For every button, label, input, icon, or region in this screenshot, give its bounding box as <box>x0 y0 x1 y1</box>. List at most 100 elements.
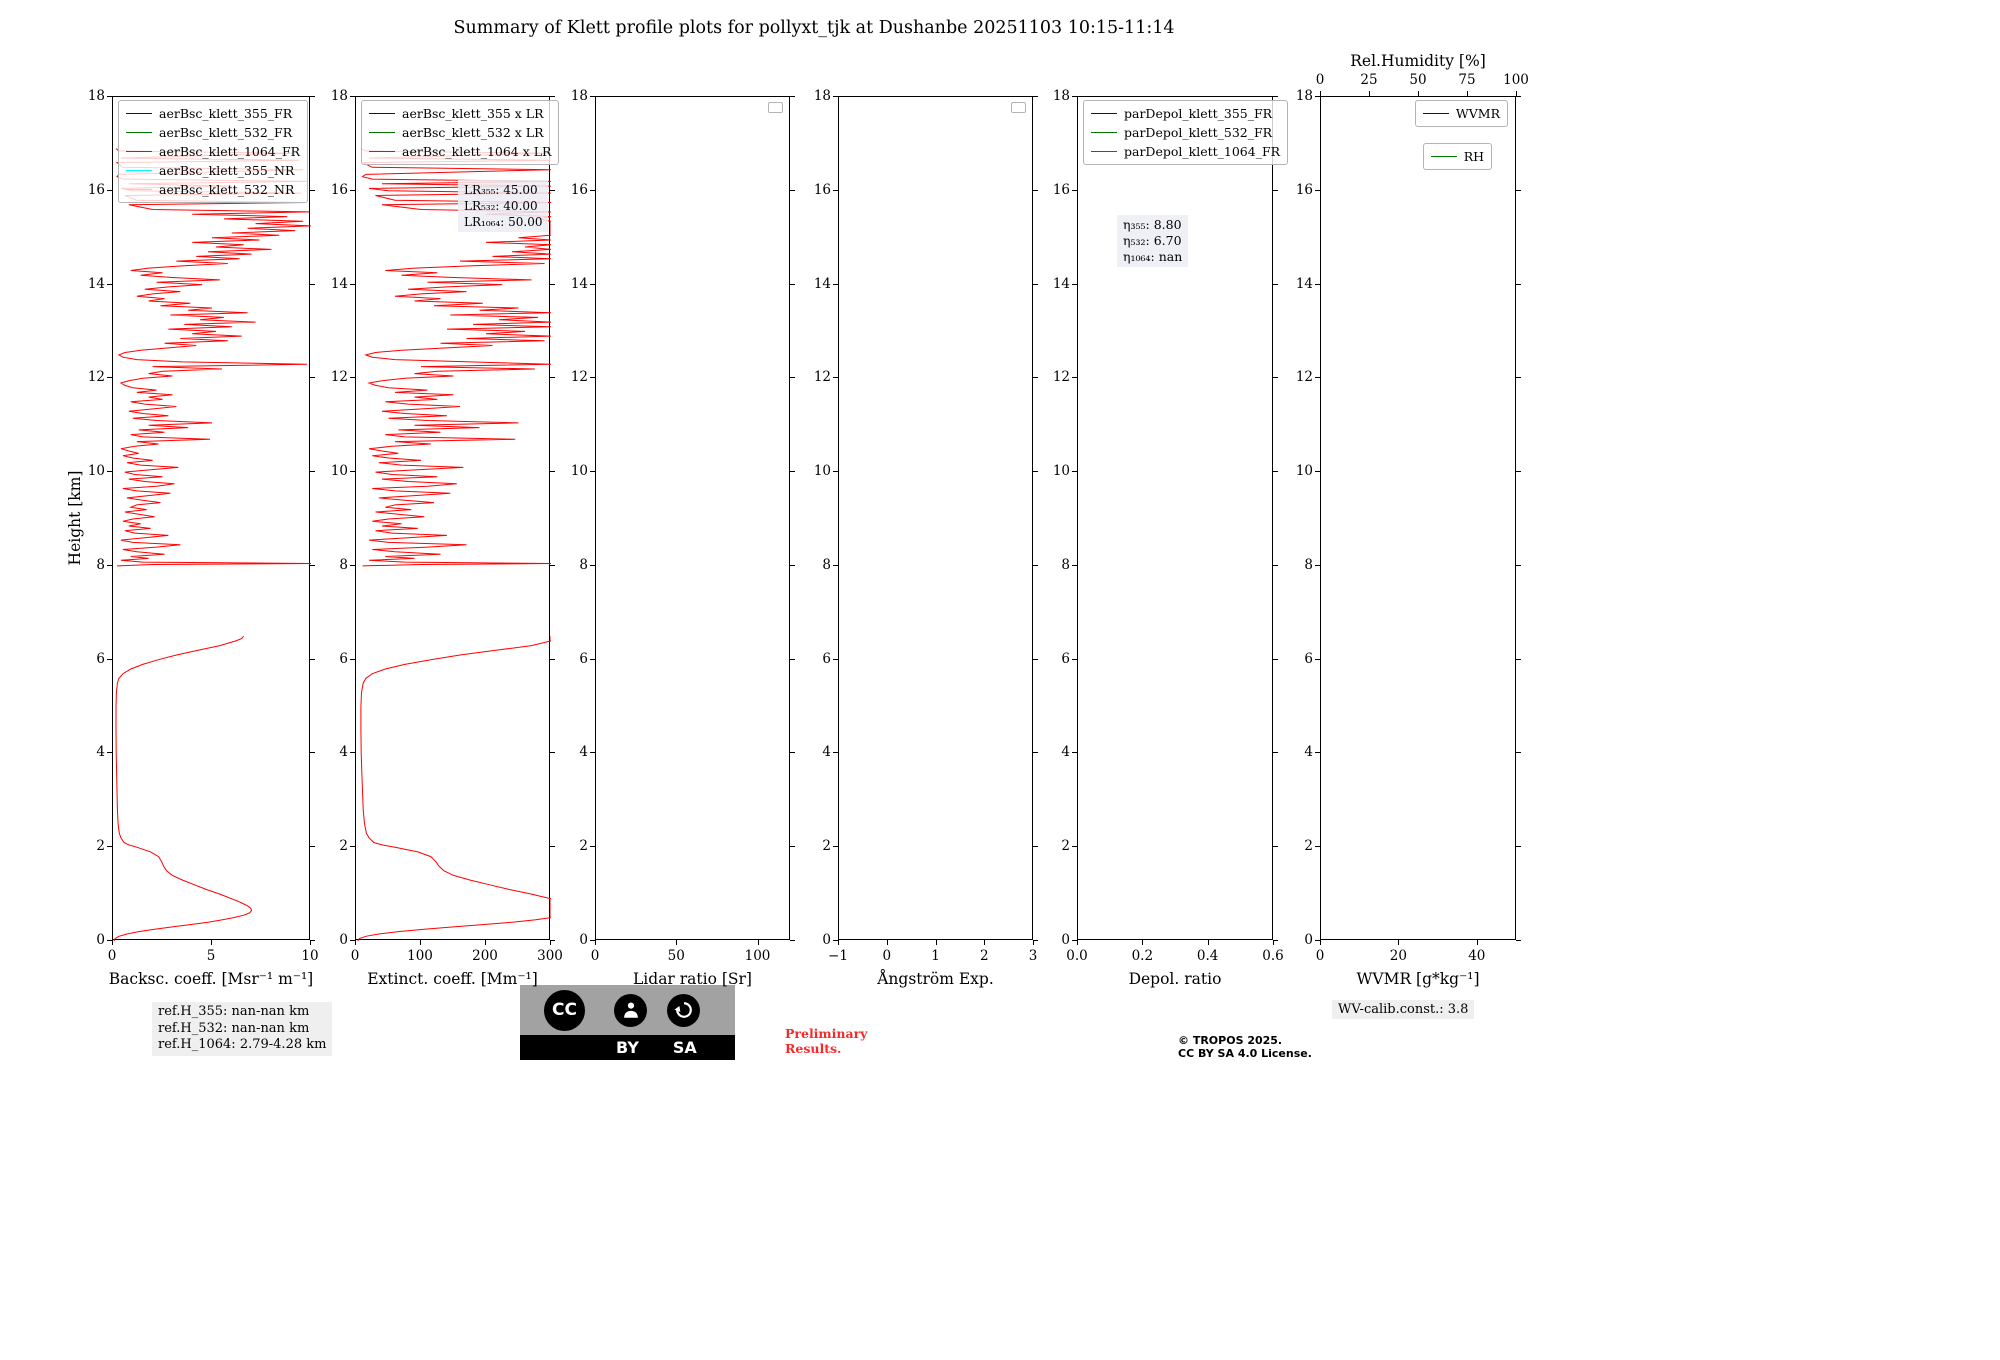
x-tick <box>984 940 986 945</box>
legend-item: aerBsc_klett_1064_FR <box>126 142 300 161</box>
top-axis-tick-label: 25 <box>1360 72 1378 88</box>
y-tick <box>590 658 595 660</box>
y-tick <box>1516 96 1521 97</box>
y-tick <box>107 752 112 754</box>
y-tick <box>310 96 315 97</box>
legend-label: aerBsc_klett_532_FR <box>159 125 293 140</box>
x-tick-label: 3 <box>1028 948 1038 964</box>
y-tick-label: 16 <box>570 181 588 198</box>
legend-label: aerBsc_klett_355_NR <box>159 163 295 178</box>
y-tick <box>550 377 555 379</box>
y-tick <box>550 658 555 660</box>
legend-extinction: aerBsc_klett_355 x LR aerBsc_klett_532 x … <box>361 100 560 165</box>
y-tick <box>790 752 795 754</box>
annotation-extinction: LR₃₅₅: 45.00 LR₅₃₂: 40.00 LR₁₀₆₄: 50.00 <box>458 180 549 232</box>
panel-depol <box>1077 96 1273 940</box>
x-tick-label: 10 <box>301 948 319 964</box>
empty-legend-box <box>768 102 783 113</box>
x-tick-label: 0 <box>1315 948 1325 964</box>
legend-label: aerBsc_klett_532 x LR <box>402 125 544 140</box>
y-tick-label: 14 <box>1052 275 1070 292</box>
y-tick <box>107 189 112 191</box>
legend-item: parDepol_klett_532_FR <box>1091 123 1280 142</box>
y-tick-label: 6 <box>579 650 588 667</box>
x-tick-label: 20 <box>1389 948 1407 964</box>
y-tick-label: 12 <box>330 369 348 386</box>
y-tick <box>1033 96 1038 97</box>
x-tick <box>1273 940 1274 945</box>
x-axis-title-extinction: Extinct. coeff. [Mm⁻¹] <box>367 970 538 988</box>
annotation-line: LR₅₃₂: 40.00 <box>464 199 538 213</box>
y-tick <box>590 564 595 566</box>
y-tick <box>1072 96 1077 97</box>
y-tick <box>590 846 595 848</box>
x-axis-title-depol: Depol. ratio <box>1128 970 1222 988</box>
y-tick <box>790 471 795 473</box>
y-tick <box>550 189 555 191</box>
ref-h-1064-line: ref.H_1064: 2.79-4.28 km <box>158 1037 327 1052</box>
y-tick <box>1273 96 1278 97</box>
legend-label: parDepol_klett_532_FR <box>1124 125 1273 140</box>
y-tick-label: 4 <box>579 744 588 761</box>
legend-item: aerBsc_klett_355_FR <box>126 104 300 123</box>
y-tick <box>1033 752 1038 754</box>
y-tick <box>1072 283 1077 285</box>
copyright-note: © TROPOS 2025. CC BY SA 4.0 License. <box>1178 1034 1312 1060</box>
y-tick <box>590 377 595 379</box>
y-tick-label: 0 <box>339 932 348 948</box>
y-tick <box>833 189 838 191</box>
x-tick-label: 0 <box>882 948 892 964</box>
y-tick <box>833 752 838 754</box>
y-tick-label: 2 <box>579 838 588 855</box>
copyright-line2: CC BY SA 4.0 License. <box>1178 1047 1312 1060</box>
y-tick <box>310 471 315 473</box>
y-tick <box>1315 283 1320 285</box>
y-tick <box>550 752 555 754</box>
y-tick-label: 14 <box>87 275 105 292</box>
y-tick <box>1315 752 1320 754</box>
x-tick-label: 40 <box>1468 948 1486 964</box>
cc-sa-label: SA <box>672 1038 697 1057</box>
x-tick <box>310 940 311 945</box>
y-tick-label: 4 <box>339 744 348 761</box>
annotation-line: η₃₅₅: 8.80 <box>1123 217 1182 232</box>
y-tick-label: 4 <box>1061 744 1070 761</box>
legend-item: aerBsc_klett_532_NR <box>126 180 300 199</box>
y-tick <box>550 846 555 848</box>
y-tick <box>350 377 355 379</box>
ref-h-532-line: ref.H_532: nan-nan km <box>158 1020 310 1036</box>
y-tick-label: 0 <box>96 932 105 948</box>
y-tick <box>790 189 795 191</box>
ref-h-355-line: ref.H_355: nan-nan km <box>158 1004 310 1019</box>
x-tick-label: 5 <box>206 948 216 964</box>
y-tick <box>1033 377 1038 379</box>
y-tick-label: 16 <box>330 181 348 198</box>
panel-lidar-ratio <box>595 96 790 940</box>
y-tick-label: 18 <box>570 88 588 104</box>
y-tick <box>1516 752 1521 754</box>
x-tick-label: 0.2 <box>1131 948 1154 964</box>
x-tick-label: 2 <box>979 948 989 964</box>
y-tick <box>550 940 555 941</box>
y-axis-title: Height [km] <box>66 470 84 566</box>
x-axis-title-backscatter: Backsc. coeff. [Msr⁻¹ m⁻¹] <box>108 970 314 988</box>
x-tick-label: −1 <box>828 948 848 964</box>
legend-line-sample <box>1430 156 1457 157</box>
y-tick-label: 10 <box>1295 463 1313 480</box>
y-tick <box>350 283 355 285</box>
y-tick <box>790 377 795 379</box>
x-tick <box>757 940 759 945</box>
y-tick <box>790 564 795 566</box>
y-tick-label: 14 <box>813 275 831 292</box>
legend-line-sample <box>1422 113 1449 114</box>
cc-license-text-bar: BY SA <box>520 1035 735 1060</box>
x-tick-label: 0 <box>350 948 360 964</box>
cc-license-icons: CC <box>520 985 735 1035</box>
y-tick <box>833 96 838 97</box>
legend-line-sample <box>126 170 152 171</box>
y-tick <box>1273 846 1278 848</box>
cc-by-label: BY <box>616 1038 639 1057</box>
x-tick <box>420 940 421 945</box>
y-tick <box>1516 189 1521 191</box>
